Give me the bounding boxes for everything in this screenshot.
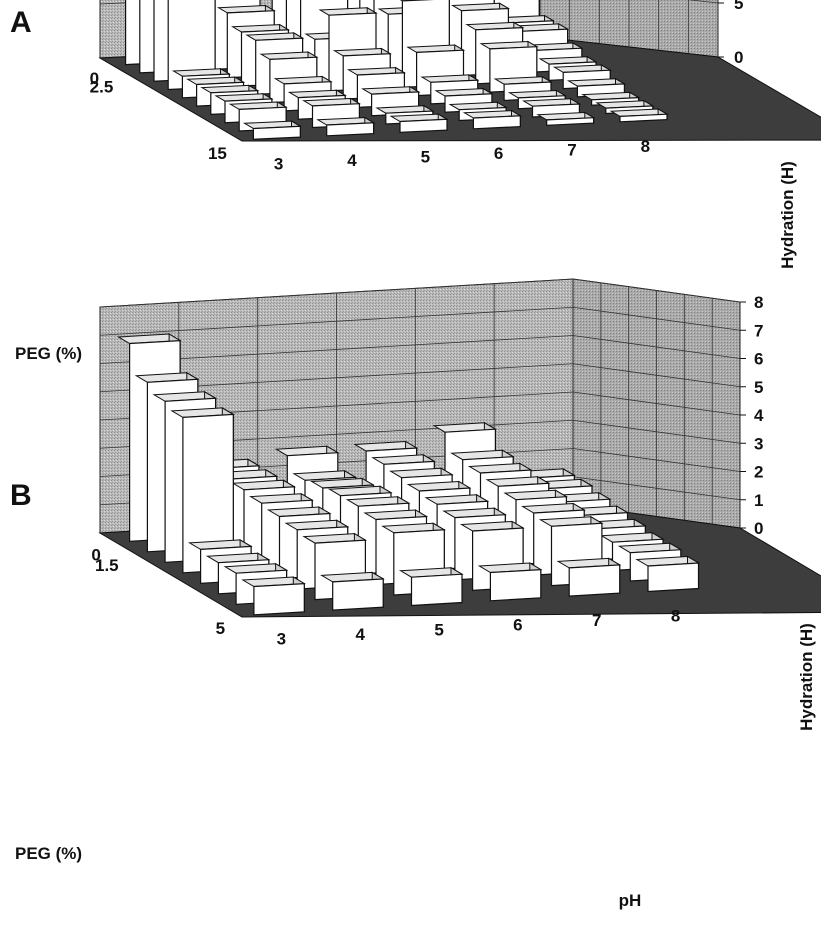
bar-front — [568, 564, 621, 597]
y-tick-label: 8 — [754, 293, 763, 312]
bar — [477, 562, 543, 602]
x-tick-label: 4 — [347, 151, 357, 170]
depth-tick-label: 0 — [91, 545, 100, 564]
bar — [389, 113, 449, 133]
bar-front — [326, 122, 375, 137]
x-tick-label: 5 — [434, 620, 443, 639]
y-axis-label: Hydration (H) — [797, 623, 816, 731]
depth-axis-label: PEG (%) — [15, 844, 82, 863]
y-axis-label: Hydration (H) — [778, 161, 797, 269]
y-tick-label: 0 — [754, 519, 763, 538]
x-tick-label: 7 — [567, 140, 576, 159]
depth-tick-label: 5 — [216, 619, 225, 638]
panel-letter: B — [10, 479, 32, 512]
x-axis-label: pH — [619, 891, 642, 910]
x-tick-label: 5 — [421, 147, 430, 166]
y-tick-label: 5 — [734, 0, 743, 13]
x-tick-label: 6 — [513, 616, 522, 635]
bar — [479, 40, 539, 93]
y-tick-label: 7 — [754, 321, 763, 340]
y-tick-label: 6 — [754, 350, 763, 369]
depth-tick-label: 1.5 — [95, 556, 119, 575]
bar — [241, 576, 306, 616]
bar — [609, 108, 669, 123]
bar — [316, 116, 376, 137]
bar — [170, 407, 235, 574]
y-tick-label: 5 — [754, 378, 763, 397]
depth-tick-label: 0 — [90, 69, 99, 88]
bar — [242, 120, 302, 140]
bar-front — [253, 582, 305, 616]
x-tick-label: 3 — [274, 154, 283, 173]
depth-tick-label: 15 — [208, 144, 227, 163]
y-tick-label: 1 — [754, 491, 763, 510]
x-tick-label: 7 — [592, 611, 601, 630]
x-tick-label: 6 — [494, 144, 503, 163]
bar-front — [410, 573, 463, 607]
bar-front — [647, 562, 700, 593]
bar — [536, 111, 596, 126]
y-tick-label: 3 — [754, 434, 763, 453]
x-tick-label: 8 — [641, 137, 650, 156]
bar — [398, 566, 464, 607]
bar-front — [546, 117, 595, 126]
x-tick-label: 4 — [356, 625, 366, 644]
bar — [320, 571, 385, 611]
bar-front — [619, 113, 668, 123]
bar — [167, 0, 216, 91]
x-tick-label: 3 — [277, 630, 286, 649]
y-tick-label: 2 — [754, 463, 763, 482]
bar — [635, 555, 701, 593]
y-tick-label: 4 — [754, 406, 764, 425]
panel-letter: A — [10, 6, 32, 39]
bar-front — [399, 118, 448, 133]
y-tick-label: 0 — [734, 48, 743, 67]
bar-front — [332, 578, 384, 611]
depth-tick-label: 2.5 — [90, 77, 114, 96]
bar — [462, 109, 522, 130]
depth-axis-label: PEG (%) — [15, 344, 82, 363]
bar — [556, 557, 622, 597]
x-tick-label: 8 — [671, 606, 680, 625]
bar-front — [489, 568, 542, 602]
bar-front — [472, 115, 521, 130]
bar-front — [252, 125, 301, 140]
